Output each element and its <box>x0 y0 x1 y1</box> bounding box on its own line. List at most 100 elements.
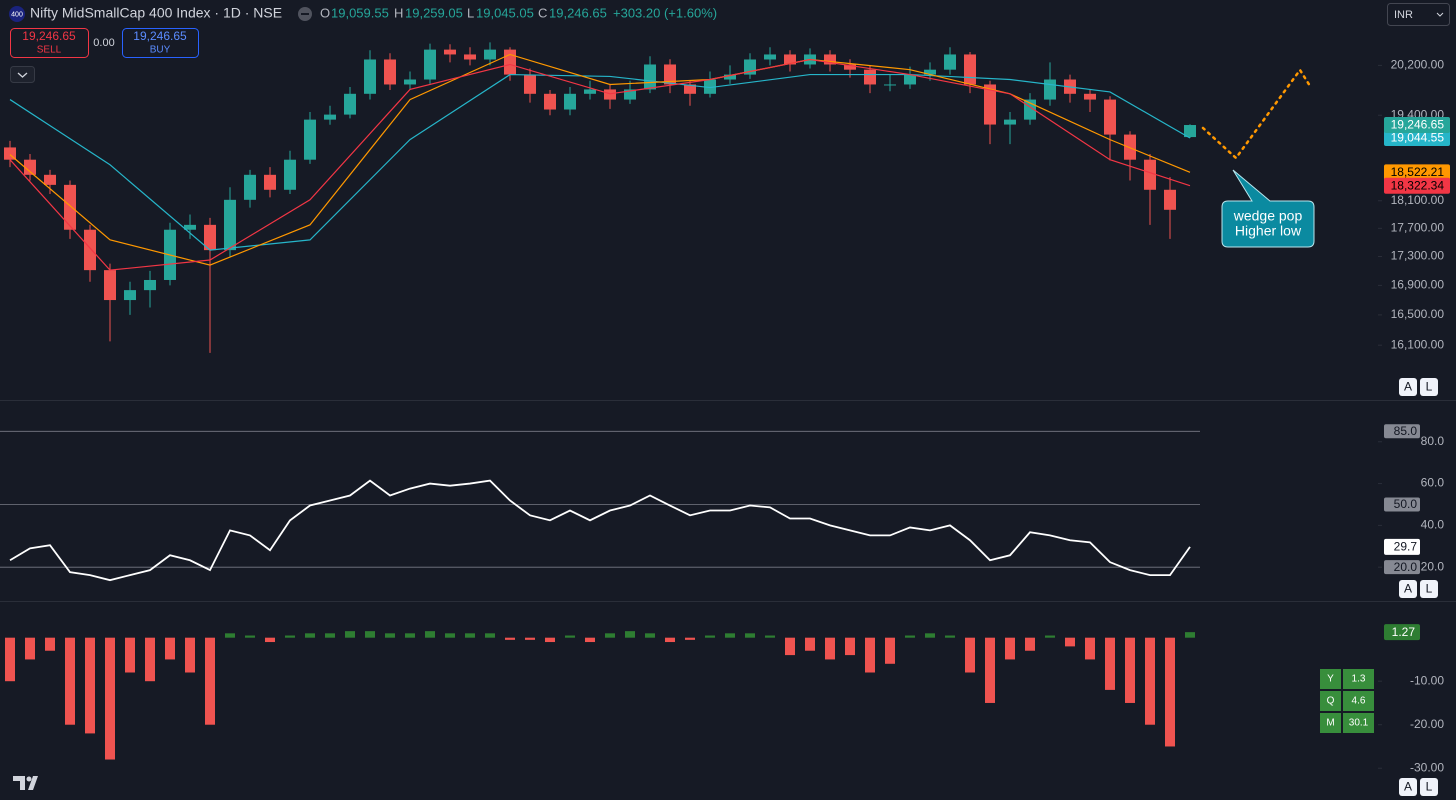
histogram-bar <box>85 637 95 734</box>
currency-select[interactable] <box>1387 3 1450 26</box>
scale-button[interactable] <box>1399 778 1417 796</box>
scale-button-label: A <box>1404 780 1412 794</box>
histogram-bar <box>605 633 615 638</box>
callout-text: Higher low <box>1235 223 1302 239</box>
ohlc-key: C <box>538 5 547 20</box>
histogram-bar <box>285 635 295 638</box>
histogram-bar <box>45 637 55 651</box>
histogram-bar <box>1085 637 1095 660</box>
table-value: 30.1 <box>1349 718 1369 729</box>
y-tick-label: 60.0 <box>1421 476 1445 490</box>
candle-body <box>964 54 976 85</box>
histogram-bar <box>385 633 395 638</box>
histogram-bar <box>865 637 875 673</box>
histogram-bar <box>425 631 435 638</box>
symbol-title[interactable]: Nifty MidSmallCap 400 Index · 1D · NSE <box>30 5 282 21</box>
histogram-bar <box>845 637 855 656</box>
ma-price-label: 18,522.21 <box>1391 165 1445 179</box>
histogram-bar <box>825 637 835 660</box>
tradingview-logo <box>13 776 38 790</box>
ohlc-value: 19,246.65 <box>549 5 607 20</box>
histogram-bar <box>245 635 255 638</box>
candle-body <box>824 54 836 65</box>
histogram-bar <box>1105 637 1115 690</box>
candle-body <box>724 74 736 80</box>
candle-body <box>644 64 656 90</box>
histogram-bar <box>1125 637 1135 703</box>
candle-body <box>544 93 556 110</box>
candle-body <box>944 54 956 70</box>
histogram-bar <box>1185 632 1195 638</box>
y-tick-label: 16,100.00 <box>1391 337 1445 351</box>
histogram-bar <box>685 637 695 640</box>
ohlc-key: O <box>320 5 330 20</box>
candle-body <box>564 93 576 110</box>
spread: 0.00 <box>93 37 114 49</box>
table-cell <box>1343 669 1374 689</box>
candle-body <box>104 270 116 301</box>
candle-body <box>784 54 796 65</box>
chevron-icon <box>1436 12 1444 17</box>
table-cell <box>1320 691 1341 711</box>
histogram-bar <box>225 633 235 638</box>
histogram-bar <box>485 633 495 638</box>
candle-body <box>504 49 516 75</box>
scale-button[interactable] <box>1420 378 1438 396</box>
moving-average <box>9 58 1191 271</box>
table-key: Y <box>1327 674 1334 685</box>
candle-body <box>404 79 416 85</box>
collapse-button[interactable] <box>10 66 35 83</box>
candle-body <box>324 114 336 120</box>
scale-button[interactable] <box>1420 580 1438 598</box>
table-key: M <box>1326 718 1334 729</box>
sell-button[interactable] <box>10 28 89 58</box>
histogram-bar <box>365 631 375 638</box>
candle-body <box>1004 119 1016 125</box>
y-tick-label: 16,900.00 <box>1391 278 1445 292</box>
candle-body <box>984 84 996 125</box>
ohlc-value: 19,045.05 <box>476 5 534 20</box>
histogram-bar <box>665 637 675 643</box>
candle-body <box>464 54 476 60</box>
scale-button[interactable] <box>1399 378 1417 396</box>
y-tick-label: 17,700.00 <box>1391 221 1445 235</box>
candle-body <box>1144 159 1156 190</box>
histogram-bar <box>1065 637 1075 647</box>
status-icon-bar <box>301 13 309 15</box>
candle-body <box>284 159 296 190</box>
scale-button-label: L <box>1426 780 1433 794</box>
moving-average <box>9 73 1191 251</box>
candle-body <box>24 159 36 175</box>
candle-body <box>344 93 356 115</box>
candle-body <box>364 59 376 94</box>
candle-body <box>764 54 776 60</box>
buy-price: 19,246.65 <box>133 29 187 43</box>
candle-body <box>304 119 316 160</box>
histogram-bar <box>465 633 475 638</box>
candle-body <box>704 79 716 94</box>
candle-body <box>244 174 256 200</box>
histogram-bar <box>345 631 355 638</box>
y-tick-label: -10.00 <box>1410 673 1444 687</box>
histogram-bar <box>5 637 15 682</box>
candle-body <box>884 84 896 86</box>
tradingview-logo-dot <box>26 776 32 782</box>
candle-body <box>144 279 156 291</box>
histogram-bar <box>985 637 995 703</box>
histogram-bar <box>705 635 715 638</box>
table-key: Q <box>1327 696 1335 707</box>
candle-body <box>1184 125 1196 138</box>
buy-button[interactable] <box>122 28 199 58</box>
y-tick-label: 40.0 <box>1421 518 1445 532</box>
last-value-label: 1.27 <box>1392 625 1416 639</box>
symbol-logo <box>9 6 25 22</box>
level-label-bg <box>1384 424 1420 439</box>
last-price-label-bg <box>1384 117 1450 134</box>
histogram-bar <box>585 637 595 643</box>
scale-button[interactable] <box>1399 580 1417 598</box>
ma-price-label: 19,044.55 <box>1391 131 1445 145</box>
candle-body <box>184 224 196 230</box>
candle-body <box>604 89 616 100</box>
scale-button[interactable] <box>1420 778 1438 796</box>
histogram-bar <box>185 637 195 673</box>
